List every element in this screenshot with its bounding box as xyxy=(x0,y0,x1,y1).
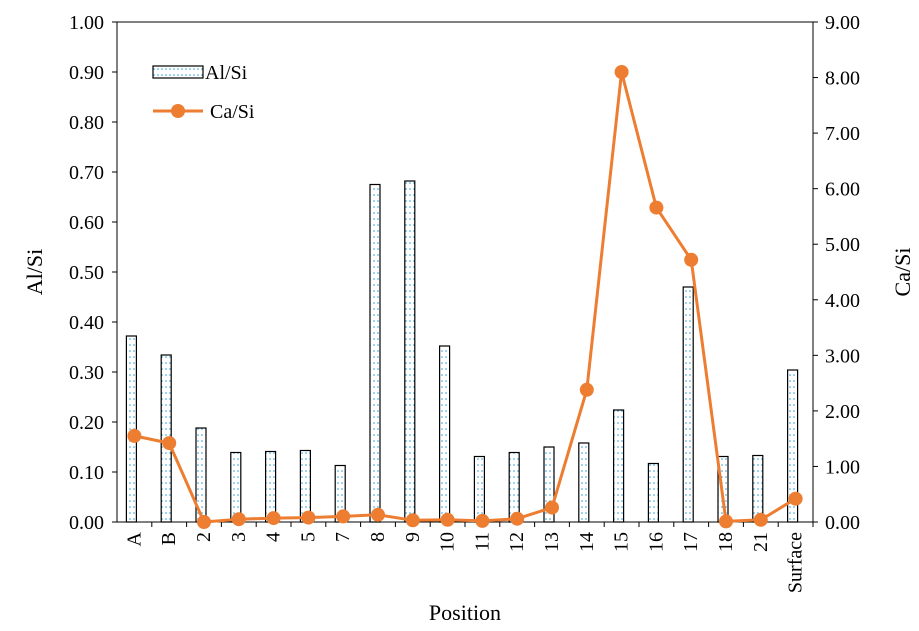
y-left-tick-label: 0.00 xyxy=(69,512,104,534)
point-ca-si-12 xyxy=(510,511,525,526)
bar-al-si-17 xyxy=(682,286,694,523)
y-right-tick-label: 2.00 xyxy=(825,401,860,423)
bar-al-si-21 xyxy=(752,454,764,523)
point-ca-si-3 xyxy=(231,512,246,527)
x-tick-label-10: 10 xyxy=(437,532,459,552)
legend-label-al-si: Al/Si xyxy=(205,62,248,84)
y-right-tick-label: 8.00 xyxy=(825,68,860,90)
y-right-tick-label: 5.00 xyxy=(825,234,860,256)
x-axis-title: Position xyxy=(429,600,501,625)
x-tick-label-13: 13 xyxy=(541,532,563,552)
y-left-tick-label: 0.40 xyxy=(69,312,104,334)
x-tick-label-16: 16 xyxy=(645,532,667,552)
point-ca-si-8 xyxy=(371,507,385,522)
plot-area-frame xyxy=(116,21,814,523)
point-ca-si-21 xyxy=(753,512,768,527)
y-left-tick-label: 0.10 xyxy=(69,462,104,484)
x-tick-label-21: 21 xyxy=(750,532,772,552)
point-ca-si-4 xyxy=(266,511,281,526)
legend-swatch-al-si xyxy=(152,65,204,79)
point-ca-si-10 xyxy=(440,512,455,527)
point-ca-si-5 xyxy=(301,510,316,525)
y-right-tick-label: 9.00 xyxy=(825,12,860,34)
bar-al-si-10 xyxy=(439,345,451,523)
y-left-tick-label: 0.30 xyxy=(69,362,104,384)
y-right-tick-label: 6.00 xyxy=(825,179,860,201)
x-tick-label-8: 8 xyxy=(367,532,389,542)
x-tick-label-surface: Surface xyxy=(785,532,807,593)
point-ca-si-16 xyxy=(649,200,664,215)
point-ca-si-7 xyxy=(336,509,351,524)
y-left-tick-label: 0.80 xyxy=(69,112,104,134)
y-left-tick-label: 0.20 xyxy=(69,412,104,434)
x-tick-label-4: 4 xyxy=(263,532,285,542)
y-left-tick-label: 0.60 xyxy=(69,212,104,234)
y-left-tick-label: 0.50 xyxy=(69,262,104,284)
y-left-tick-label: 0.90 xyxy=(69,62,104,84)
point-ca-si-surface xyxy=(788,491,803,506)
x-tick-label-7: 7 xyxy=(332,532,354,542)
y-right-tick-label: 0.00 xyxy=(825,512,860,534)
point-ca-si-13 xyxy=(545,500,559,515)
x-tick-label-18: 18 xyxy=(715,532,737,552)
bar-al-si-13 xyxy=(543,446,555,523)
legend-label-ca-si: Ca/Si xyxy=(210,101,255,123)
x-tick-label-5: 5 xyxy=(297,532,319,542)
x-tick-label-a: A xyxy=(123,531,145,546)
x-tick-label-3: 3 xyxy=(228,532,250,542)
bar-al-si-8 xyxy=(369,183,381,523)
point-ca-si-14 xyxy=(579,382,594,397)
point-ca-si-11 xyxy=(475,513,490,528)
x-tick-label-9: 9 xyxy=(402,532,424,542)
y-left-tick-label: 1.00 xyxy=(69,12,104,34)
y-right-tick-label: 4.00 xyxy=(825,290,860,312)
point-ca-si-17 xyxy=(684,252,699,267)
point-ca-si-15 xyxy=(614,65,629,79)
bar-al-si-14 xyxy=(578,442,590,523)
point-ca-si-9 xyxy=(405,513,420,528)
bar-al-si-surface xyxy=(786,369,799,523)
y-left-tick-label: 0.70 xyxy=(69,162,104,184)
point-ca-si-a xyxy=(127,428,142,443)
bar-al-si-11 xyxy=(473,455,485,523)
y-right-tick-label: 7.00 xyxy=(825,123,860,145)
legend: Al/Si Ca/Si xyxy=(152,62,255,123)
y-right-tick-label: 1.00 xyxy=(825,456,860,478)
x-tick-label-b: B xyxy=(158,532,180,545)
bar-al-si-15 xyxy=(612,409,625,523)
legend-swatch-ca-si-marker xyxy=(171,104,185,118)
bar-al-si-16 xyxy=(647,462,660,523)
y-axis-left-title: Al/Si xyxy=(22,249,47,295)
point-ca-si-b xyxy=(162,436,177,451)
x-tick-label-11: 11 xyxy=(471,532,493,551)
y-right-tick-label: 3.00 xyxy=(825,345,860,367)
x-tick-label-15: 15 xyxy=(611,532,633,552)
y-axis-right-title: Ca/Si xyxy=(890,248,915,297)
point-ca-si-2 xyxy=(197,515,211,529)
bar-al-si-12 xyxy=(508,451,520,523)
bar-al-si-9 xyxy=(404,180,416,523)
x-tick-label-2: 2 xyxy=(193,532,215,542)
x-tick-label-17: 17 xyxy=(680,532,702,552)
bar-al-si-a xyxy=(125,335,138,523)
point-ca-si-18 xyxy=(719,514,733,529)
x-tick-label-12: 12 xyxy=(506,532,528,552)
x-tick-label-14: 14 xyxy=(576,532,598,552)
bar-al-si-3 xyxy=(230,451,242,523)
